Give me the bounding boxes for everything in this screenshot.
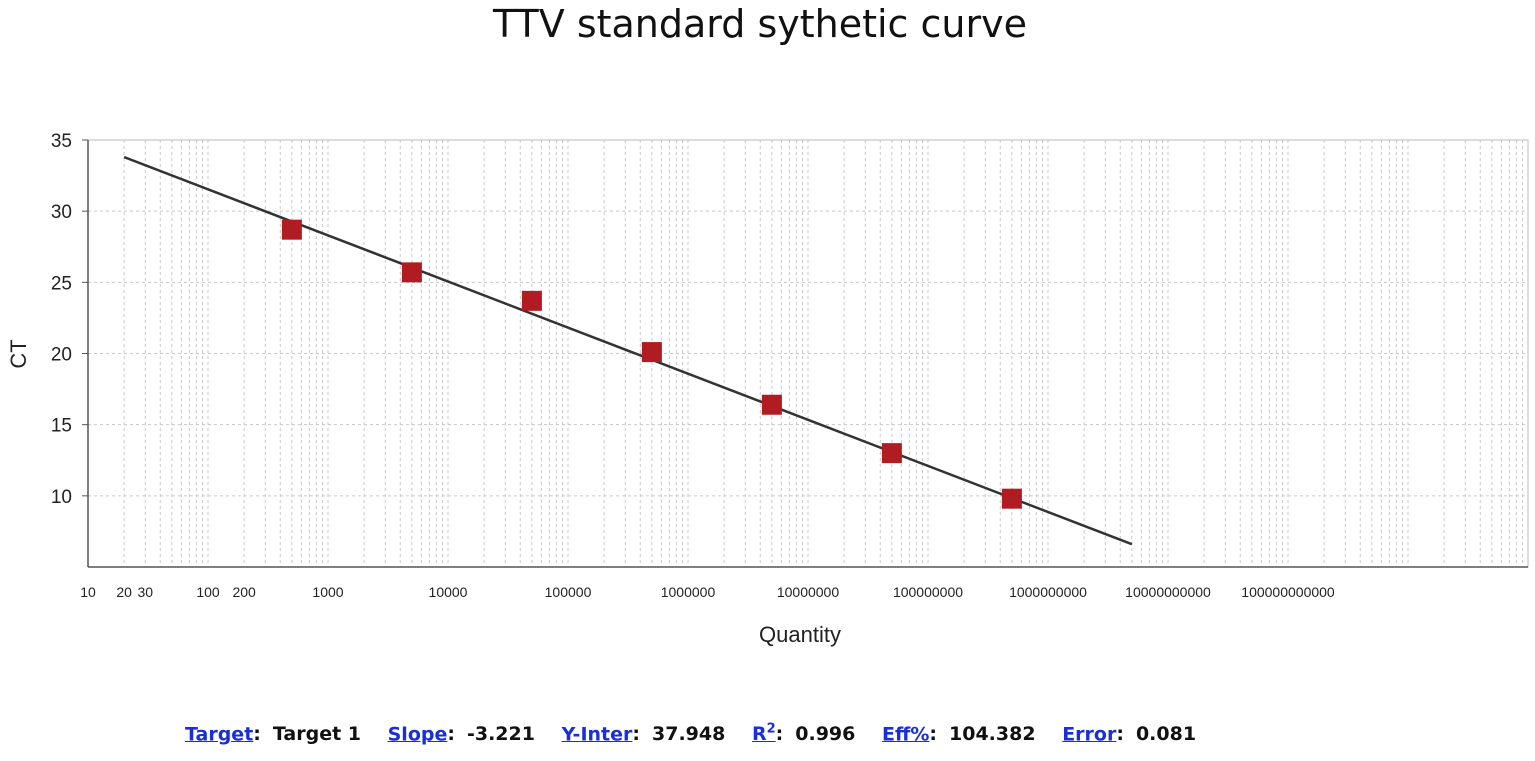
stats-bar: Target: Target 1 Slope: -3.221 Y-Inter: 37.… bbox=[185, 722, 1197, 746]
x-tick-label: 1000 bbox=[312, 584, 343, 600]
data-point bbox=[401, 262, 422, 283]
x-tick-label: 20 bbox=[116, 584, 132, 600]
x-tick-label: 10 bbox=[80, 584, 96, 600]
slope-link[interactable]: Slope bbox=[387, 723, 448, 746]
r-squared-value: 0.996 bbox=[795, 723, 856, 746]
r-squared-sup: 2 bbox=[766, 722, 776, 737]
data-points bbox=[281, 219, 1022, 509]
data-point bbox=[881, 443, 902, 464]
r-squared-link[interactable]: R2 bbox=[751, 722, 776, 746]
data-point bbox=[281, 219, 302, 240]
x-tick-label: 1000000000 bbox=[1009, 584, 1087, 600]
eff-value: 104.382 bbox=[949, 723, 1036, 746]
error-link[interactable]: Error bbox=[1062, 723, 1117, 746]
data-point bbox=[641, 342, 662, 363]
x-tick-label: 100 bbox=[196, 584, 220, 600]
x-tick-label: 30 bbox=[137, 584, 153, 600]
x-tick-labels: 10 20 30 100 200 1000 10000 100000 1000000 100000… bbox=[80, 584, 1335, 600]
x-tick-label: 10000000000 bbox=[1125, 584, 1211, 600]
y-tick-label: 25 bbox=[51, 273, 72, 294]
x-tick-label: 100000000 bbox=[893, 584, 963, 600]
chart-title: TTV standard sythetic curve bbox=[492, 2, 1027, 46]
chart-svg: 10 15 20 25 30 35 10 20 30 100 200 1000 10000 100000… bbox=[6, 131, 1529, 647]
yinter-link[interactable]: Y-Inter bbox=[561, 723, 633, 746]
x-tick-label: 100000 bbox=[545, 584, 592, 600]
yinter-value: 37.948 bbox=[652, 723, 726, 746]
x-tick-label: 1000000 bbox=[661, 584, 716, 600]
data-point bbox=[521, 290, 542, 311]
y-tick-label: 20 bbox=[51, 345, 72, 366]
target-link[interactable]: Target bbox=[185, 723, 254, 746]
slope-value: -3.221 bbox=[466, 723, 535, 746]
data-point bbox=[1001, 488, 1022, 509]
grid-layer bbox=[87, 139, 1528, 567]
fit-line bbox=[123, 155, 1133, 546]
x-tick-label: 10000000 bbox=[777, 584, 840, 600]
x-tick-label: 200 bbox=[232, 584, 256, 600]
y-tick-label: 35 bbox=[51, 131, 72, 152]
data-point bbox=[761, 394, 782, 415]
y-tick-label: 30 bbox=[51, 202, 72, 223]
target-value: Target 1 bbox=[272, 723, 361, 746]
x-tick-label: 100000000000 bbox=[1241, 584, 1335, 600]
fit-line-layer bbox=[123, 155, 1133, 546]
x-axis-label: Quantity bbox=[759, 622, 841, 647]
y-tick-label: 10 bbox=[51, 487, 72, 508]
eff-link[interactable]: Eff% bbox=[881, 723, 930, 746]
error-value: 0.081 bbox=[1135, 723, 1197, 746]
x-tick-label: 10000 bbox=[429, 584, 468, 600]
y-tick-label: 15 bbox=[51, 416, 72, 437]
r-squared-label: R bbox=[751, 723, 767, 746]
y-axis-label: CT bbox=[6, 339, 31, 368]
y-tick-labels: 10 15 20 25 30 35 bbox=[51, 131, 88, 508]
